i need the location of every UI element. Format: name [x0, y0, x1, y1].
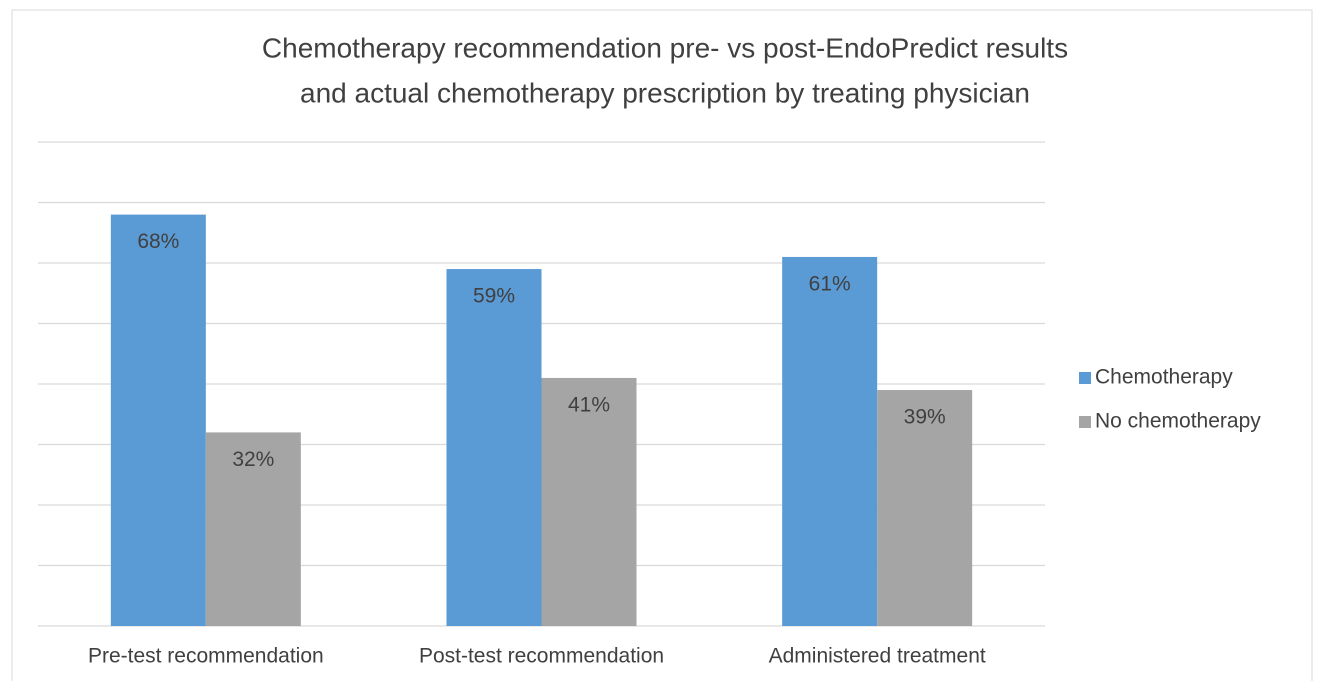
data-label: 61% — [809, 272, 851, 295]
bar — [205, 432, 301, 626]
data-label: 32% — [232, 448, 274, 471]
x-tick-label: Pre-test recommendation — [88, 645, 324, 668]
chart-title: and actual chemotherapy prescription by … — [300, 77, 1030, 108]
data-label: 39% — [904, 406, 946, 429]
bar — [541, 377, 637, 626]
bar — [782, 256, 878, 626]
bar — [877, 390, 973, 626]
bar — [446, 269, 542, 626]
data-label: 68% — [137, 230, 179, 253]
x-tick-label: Administered treatment — [769, 645, 986, 668]
legend-label: Chemotherapy — [1095, 366, 1233, 389]
data-label: 41% — [568, 393, 610, 416]
legend-label: No chemotherapy — [1095, 410, 1261, 433]
x-tick-label: Post-test recommendation — [419, 645, 664, 668]
bar — [110, 214, 206, 626]
legend-swatch — [1079, 416, 1091, 428]
data-label: 59% — [473, 285, 515, 308]
chart-title: Chemotherapy recommendation pre- vs post… — [262, 32, 1068, 63]
legend-swatch — [1079, 372, 1091, 384]
